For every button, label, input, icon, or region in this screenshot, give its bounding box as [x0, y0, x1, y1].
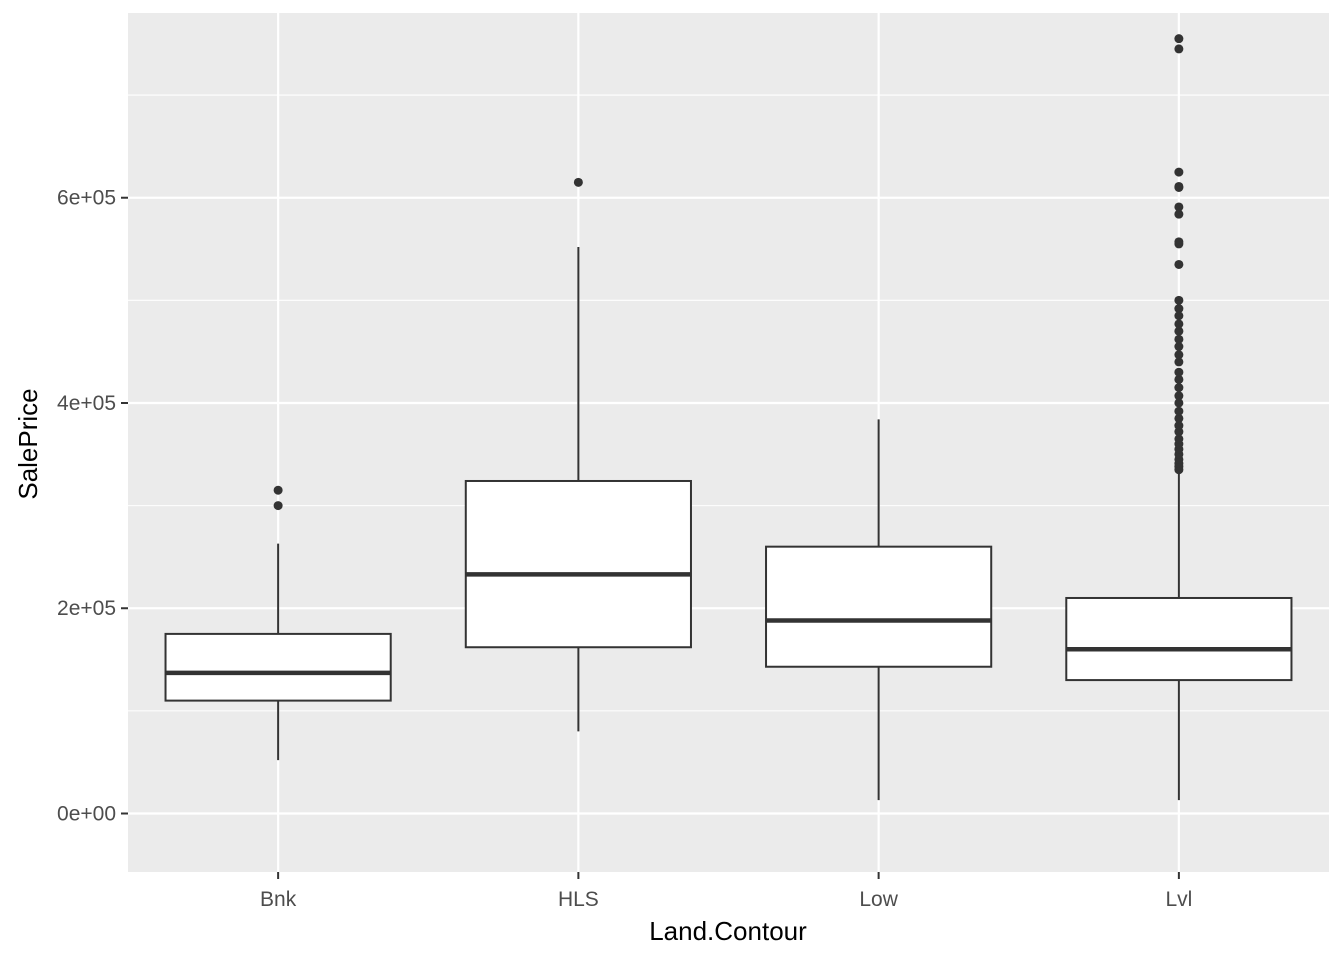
outlier-point — [1174, 357, 1184, 367]
outlier-point — [1174, 319, 1184, 329]
box — [1065, 596, 1293, 682]
box — [765, 545, 993, 668]
outlier-point — [1174, 295, 1184, 305]
outlier-point — [1174, 421, 1184, 431]
outlier-point — [1174, 413, 1184, 423]
outlier-point — [1174, 326, 1184, 336]
box-group-bnk — [164, 485, 392, 761]
y-tick-label: 6e+05 — [57, 187, 116, 210]
outlier-point — [1174, 237, 1184, 247]
outlier-point — [1174, 434, 1184, 444]
outlier-point — [1174, 350, 1184, 360]
outlier-point — [1174, 304, 1184, 314]
plot-panel — [128, 13, 1329, 872]
outlier-point — [1174, 398, 1184, 408]
outlier-point — [1174, 383, 1184, 393]
x-axis: Bnk HLS Low Lvl — [260, 872, 1192, 911]
x-tick-label: HLS — [558, 888, 599, 911]
outlier-point — [1174, 342, 1184, 352]
outlier-point — [1174, 167, 1184, 177]
y-tick-label: 4e+05 — [57, 392, 116, 415]
outlier-point — [1174, 367, 1184, 377]
box-group-hls — [464, 177, 692, 732]
outlier-point — [1174, 334, 1184, 344]
x-tick-label: Low — [859, 888, 898, 911]
boxes — [164, 34, 1293, 801]
x-tick-label: Lvl — [1165, 888, 1192, 911]
x-tick-label: Bnk — [260, 888, 297, 911]
outlier-point — [1174, 311, 1184, 321]
x-axis-title: Land.Contour — [649, 916, 807, 946]
box — [164, 632, 392, 702]
outlier-point — [1174, 259, 1184, 269]
outlier-point — [1174, 209, 1184, 219]
box-group-lvl — [1065, 34, 1293, 801]
outlier-point — [273, 485, 283, 495]
y-axis-title: SalePrice — [13, 388, 43, 499]
box — [464, 479, 692, 649]
outlier-point — [573, 177, 583, 187]
outlier-point — [1174, 406, 1184, 416]
outlier-point — [1174, 202, 1184, 212]
y-tick-label: 2e+05 — [57, 597, 116, 620]
outlier-point — [273, 501, 283, 511]
outlier-point — [1174, 427, 1184, 437]
y-axis: 0e+00 2e+05 4e+05 6e+05 — [57, 187, 128, 826]
box-group-low — [765, 419, 993, 801]
outlier-point — [1174, 44, 1184, 54]
outlier-point — [1174, 34, 1184, 44]
outlier-point — [1174, 374, 1184, 384]
outlier-point — [1174, 391, 1184, 401]
outlier-point — [1174, 181, 1184, 191]
y-tick-label: 0e+00 — [57, 803, 116, 826]
